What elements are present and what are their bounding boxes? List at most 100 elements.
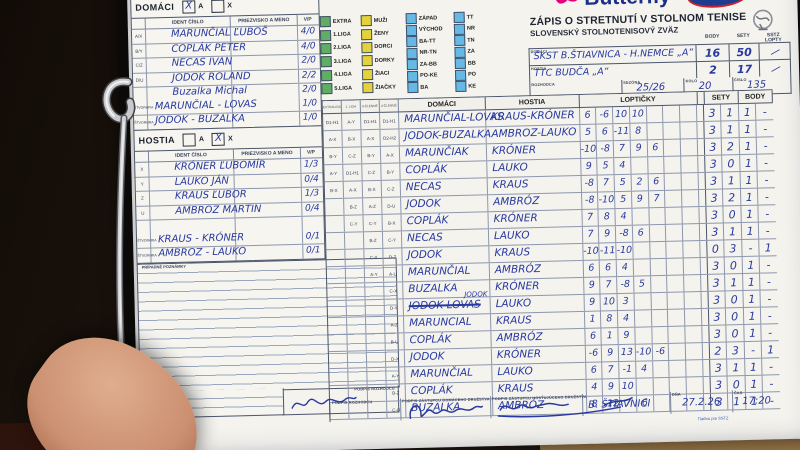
- sety-hostia: 2: [723, 189, 742, 206]
- match-order-col-header: 3-ČLENNÉ: [360, 99, 380, 113]
- kraj-option: TN: [454, 34, 478, 47]
- doubles-pair: AMBROZ - LAUKO: [158, 246, 247, 260]
- set-score: [667, 275, 685, 292]
- region-checkbox-blue: [406, 59, 418, 71]
- match-order-col-header: 1. LIGA: [341, 100, 361, 113]
- set-score: [680, 139, 698, 156]
- player-name-cell: JODOK ROLAND: [172, 69, 300, 85]
- body-hostia: -: [766, 274, 772, 288]
- hostia-col-header: HOSTIA: [485, 94, 580, 110]
- hostia-player-cell: AMBROZ-LAUKO: [486, 124, 581, 144]
- domaci-col-header: DOMÁCI: [398, 97, 486, 112]
- set-score: -10: [635, 344, 653, 361]
- set-score: [646, 122, 665, 140]
- league-col-region: ZÁPAD VÝCHOD BA-TT NR-TN ZA-BB PO-KE BA: [405, 12, 456, 99]
- player-name: MARUNČIAL ĽUBOŠ: [170, 26, 268, 40]
- butterfly-icon: [555, 0, 579, 4]
- checkbox-x-label: X: [227, 134, 233, 143]
- hostia-player: KRAUS-KRÓNER: [490, 109, 575, 124]
- set-score: 7: [582, 209, 600, 226]
- domaci-player-cell: COPLÁK: [404, 331, 492, 350]
- kolo-label: KOLO: [685, 79, 698, 84]
- sety-domaci: 3: [703, 121, 722, 138]
- clipboard-clip: [102, 77, 136, 346]
- sety-domaci: 3: [704, 138, 723, 155]
- set-score: [665, 207, 683, 224]
- body-domaci: 1: [741, 205, 760, 223]
- player-name-cell: AMBROZ MARTIN: [175, 202, 303, 218]
- set-score: -8: [581, 175, 599, 192]
- player-name-cell: NECAS IVAN: [172, 54, 299, 70]
- vp-value: 2/0: [302, 84, 317, 95]
- checkbox-a-mark: [182, 132, 197, 147]
- league-option-label: 5.LIGA: [334, 85, 353, 92]
- body-domaci: 1: [743, 290, 762, 308]
- hostia-player-cell: LAUKO: [488, 226, 583, 246]
- set-score: 10: [600, 294, 619, 311]
- set-score: -11: [613, 123, 631, 141]
- brand-header: Butterfly ® TIBHAR: [552, 0, 798, 15]
- vp-value: 4/0: [300, 26, 316, 38]
- set-score: [666, 241, 684, 258]
- set-scores: -10 -11 -10: [582, 241, 701, 260]
- match-order-col-headers: EXTRALIGA 1. LIGA 3-ČLENNÉ 4-ČLENNÉ: [322, 99, 399, 114]
- set-score: 7: [582, 226, 600, 243]
- set-score: 6: [584, 328, 603, 345]
- set-score: 6: [647, 139, 665, 157]
- set-score: 6: [648, 173, 666, 191]
- rozhodca-label: ROZHODCA: [531, 82, 555, 88]
- region-option: BA: [407, 81, 455, 94]
- league-option-label: 3.LIGA: [333, 58, 352, 65]
- domaci-player-cell: MARUNČIAK: [399, 144, 488, 163]
- set-score: [681, 173, 699, 190]
- category-option: ŽIAČKY: [362, 80, 407, 94]
- league-checkbox-green: [320, 69, 333, 82]
- correction-text: JODOK: [464, 290, 488, 299]
- sety-domaci: 3: [706, 223, 725, 240]
- home-rep-signature: [409, 405, 483, 419]
- match-order-code: [365, 282, 385, 300]
- set-score: 8: [601, 311, 619, 328]
- set-score: [663, 122, 681, 139]
- set-score: 9: [602, 345, 620, 362]
- sety-hostia: 0: [722, 155, 741, 172]
- hostia-player-cell: KRÓNER: [491, 345, 586, 365]
- set-scores: 9 10 3: [584, 292, 702, 311]
- hostia-player: LAUKO: [492, 161, 529, 175]
- team-lopty-mark: —: [759, 60, 791, 77]
- body-domaci: 1: [739, 137, 758, 155]
- hostia-player: KRAUS: [494, 246, 531, 260]
- region-checkbox-blue: [405, 24, 418, 36]
- match-order-code: B-Y: [381, 163, 401, 180]
- match-order-codes: A-Z: [328, 316, 405, 335]
- match-order-code: [329, 368, 349, 386]
- set-score: [634, 293, 652, 310]
- match-order-code: D-Y: [384, 299, 404, 316]
- domaci-player: MARUNČIAK: [404, 145, 469, 160]
- hostia-player: LAUKO: [493, 229, 530, 243]
- match-order-code: C-Y: [382, 231, 403, 248]
- match-order-code: [347, 351, 368, 368]
- set-score: [681, 156, 699, 173]
- set-score: [632, 208, 650, 225]
- set-score: -10: [582, 243, 601, 260]
- kraj-checkbox-blue: [454, 69, 467, 81]
- hostia-player: KRÓNER: [495, 280, 540, 294]
- butterfly-wordmark: Butterfly: [584, 0, 671, 11]
- sety-col-header: SETY: [704, 91, 739, 104]
- col-priezvisko-meno: PRIEZVISKO A MENO: [233, 147, 302, 160]
- domaci-player: COPLÁK: [409, 333, 452, 347]
- match-order-code: C-X: [384, 282, 404, 299]
- body-hostia: -: [762, 104, 767, 118]
- set-score: -8: [581, 192, 599, 209]
- domaci-player: JODOK LOVAS: [408, 298, 481, 313]
- set-score: 8: [630, 123, 648, 140]
- region-option-label: BA-TT: [419, 38, 436, 45]
- kraj-checkbox-blue: [453, 12, 465, 24]
- hostia-roster-rows: X KRÓNER ĽUBOMÍR 1/3 Y LAUKO JÁN 0/4 Z K…: [135, 158, 324, 235]
- kraj-option: BB: [454, 57, 479, 70]
- set-score: 7: [613, 140, 631, 158]
- set-score: 6: [585, 362, 603, 379]
